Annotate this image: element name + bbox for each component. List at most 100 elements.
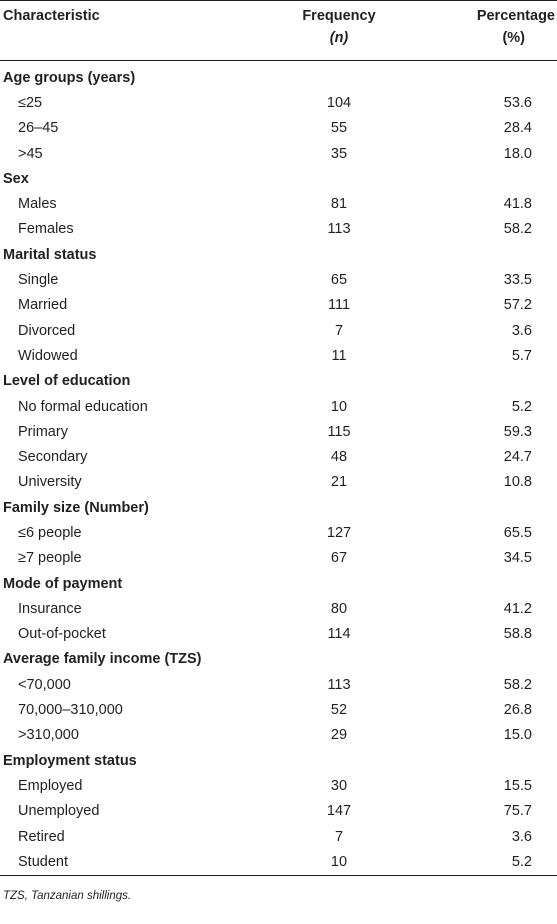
row-label: ≤25 bbox=[18, 94, 43, 111]
row-label: 70,000–310,000 bbox=[18, 702, 123, 719]
header-spacer bbox=[0, 30, 254, 61]
header-characteristic: Characteristic bbox=[3, 8, 100, 24]
table-row: Females 113 58.2 bbox=[0, 217, 557, 242]
table-row: 70,000–310,000 52 26.8 bbox=[0, 697, 557, 722]
row-percentage: 75.7 bbox=[503, 803, 532, 820]
row-percentage: 58.2 bbox=[503, 221, 532, 238]
row-frequency: 29 bbox=[330, 727, 348, 744]
row-percentage: 58.8 bbox=[503, 626, 532, 643]
table-row: ≤25 104 53.6 bbox=[0, 90, 557, 115]
row-label: Males bbox=[18, 196, 57, 213]
row-frequency: 80 bbox=[330, 600, 348, 617]
row-label: No formal education bbox=[18, 398, 148, 415]
row-label: Widowed bbox=[18, 347, 78, 364]
table-row: Unemployed 147 75.7 bbox=[0, 799, 557, 824]
table-group-row: Average family income (TZS) bbox=[0, 647, 557, 672]
row-frequency: 111 bbox=[327, 297, 351, 314]
table-group-row: Level of education bbox=[0, 369, 557, 394]
row-label: University bbox=[18, 474, 82, 491]
table-row: >45 35 18.0 bbox=[0, 141, 557, 166]
row-frequency: 52 bbox=[330, 702, 348, 719]
row-frequency: 127 bbox=[326, 524, 352, 541]
group-label: Sex bbox=[3, 170, 29, 187]
row-label: 26–45 bbox=[18, 120, 59, 137]
table-row: Student 10 5.2 bbox=[0, 849, 557, 875]
table-footnote: TZS, Tanzanian shillings. bbox=[3, 890, 132, 902]
row-percentage: 58.2 bbox=[503, 676, 532, 693]
row-label: ≥7 people bbox=[18, 550, 82, 567]
table-row: Married 111 57.2 bbox=[0, 293, 557, 318]
table-row: University 21 10.8 bbox=[0, 470, 557, 495]
group-label: Average family income (TZS) bbox=[3, 651, 202, 668]
row-frequency: 104 bbox=[326, 94, 352, 111]
row-percentage: 57.2 bbox=[503, 297, 532, 314]
table-row: Males 81 41.8 bbox=[0, 191, 557, 216]
row-percentage: 10.8 bbox=[503, 474, 532, 491]
table-group-row: Marital status bbox=[0, 242, 557, 267]
row-percentage: 3.6 bbox=[511, 322, 532, 339]
row-label: >45 bbox=[18, 145, 43, 162]
table-group-row: Family size (Number) bbox=[0, 495, 557, 520]
table-group-row: Employment status bbox=[0, 748, 557, 773]
row-frequency: 67 bbox=[330, 550, 348, 567]
row-percentage: 18.0 bbox=[503, 145, 532, 162]
row-percentage: 5.7 bbox=[511, 347, 532, 364]
table-row: Divorced 7 3.6 bbox=[0, 318, 557, 343]
row-frequency: 10 bbox=[330, 853, 348, 870]
table-row: Out-of-pocket 114 58.8 bbox=[0, 622, 557, 647]
row-label: <70,000 bbox=[18, 676, 71, 693]
row-percentage: 41.2 bbox=[503, 600, 532, 617]
row-percentage: 34.5 bbox=[503, 550, 532, 567]
row-frequency: 113 bbox=[327, 221, 351, 238]
row-percentage: 15.5 bbox=[503, 777, 532, 794]
table-group-row: Age groups (years) bbox=[0, 61, 557, 91]
table-row: Insurance 80 41.2 bbox=[0, 596, 557, 621]
row-frequency: 48 bbox=[330, 449, 348, 466]
row-frequency: 10 bbox=[330, 398, 348, 415]
row-frequency: 55 bbox=[330, 120, 348, 137]
table-row: <70,000 113 58.2 bbox=[0, 672, 557, 697]
row-label: Divorced bbox=[18, 322, 76, 339]
header-percentage-unit: (%) bbox=[502, 30, 525, 46]
row-label: Unemployed bbox=[18, 803, 100, 820]
row-frequency: 30 bbox=[330, 777, 348, 794]
table-header: Characteristic Frequency Percentage (n) … bbox=[0, 0, 557, 61]
row-frequency: 114 bbox=[327, 626, 351, 643]
row-percentage: 33.5 bbox=[503, 272, 532, 289]
table-group-row: Sex bbox=[0, 166, 557, 191]
row-frequency: 147 bbox=[326, 803, 352, 820]
row-percentage: 15.0 bbox=[503, 727, 532, 744]
row-frequency: 81 bbox=[330, 196, 348, 213]
group-label: Mode of payment bbox=[3, 575, 123, 592]
table-row: Retired 7 3.6 bbox=[0, 824, 557, 849]
row-percentage: 65.5 bbox=[503, 524, 532, 541]
characteristics-table: Characteristic Frequency Percentage (n) … bbox=[0, 0, 557, 875]
row-label: Single bbox=[18, 272, 59, 289]
row-frequency: 35 bbox=[330, 145, 348, 162]
row-label: Primary bbox=[18, 423, 68, 440]
row-frequency: 7 bbox=[334, 322, 344, 339]
row-label: Retired bbox=[18, 828, 65, 845]
table-row: Secondary 48 24.7 bbox=[0, 444, 557, 469]
frequency-unit-text: (n) bbox=[329, 30, 349, 46]
row-label: Employed bbox=[18, 777, 83, 794]
row-frequency: 11 bbox=[331, 347, 347, 364]
group-label: Age groups (years) bbox=[3, 69, 136, 86]
header-frequency-unit: (n) bbox=[254, 30, 424, 61]
row-percentage: 26.8 bbox=[503, 702, 532, 719]
row-label: Secondary bbox=[18, 449, 88, 466]
row-percentage: 3.6 bbox=[511, 828, 532, 845]
table-group-row: Mode of payment bbox=[0, 571, 557, 596]
group-label: Level of education bbox=[3, 373, 131, 390]
table-row: Employed 30 15.5 bbox=[0, 773, 557, 798]
group-label: Employment status bbox=[3, 752, 137, 769]
row-percentage: 53.6 bbox=[503, 94, 532, 111]
group-label: Marital status bbox=[3, 246, 97, 263]
table-row: No formal education 10 5.2 bbox=[0, 394, 557, 419]
row-percentage: 41.8 bbox=[503, 196, 532, 213]
row-percentage: 5.2 bbox=[511, 398, 532, 415]
row-label: Married bbox=[18, 297, 68, 314]
table-row: ≥7 people 67 34.5 bbox=[0, 546, 557, 571]
table-row: Widowed 11 5.7 bbox=[0, 343, 557, 368]
